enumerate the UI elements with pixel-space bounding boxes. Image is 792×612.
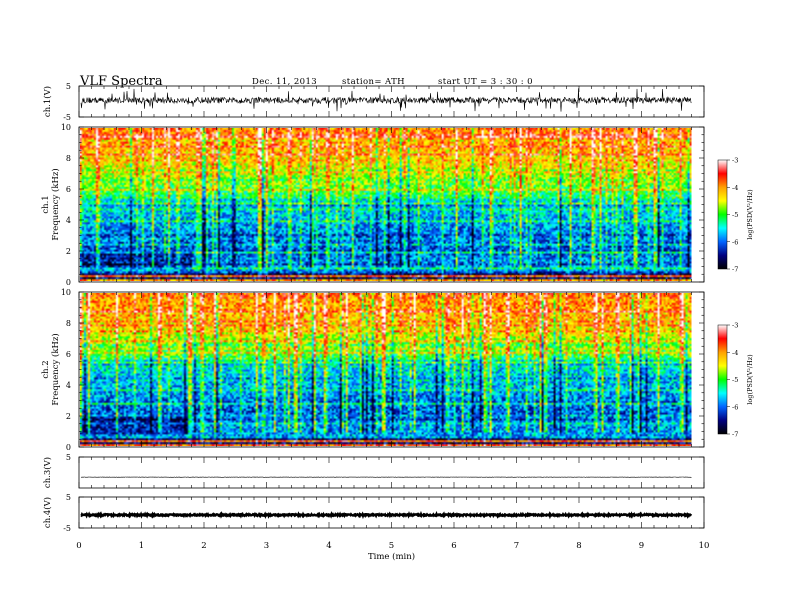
- ch1-heatmap-channel-label: ch.1: [41, 195, 51, 213]
- x-tick-label: 0: [76, 541, 81, 551]
- y-tick-label: 10: [61, 123, 71, 132]
- chart-title: VLF Spectra: [80, 74, 163, 89]
- x-tick-label: 1: [139, 541, 144, 551]
- colorbar-tick-label: -5: [732, 211, 738, 219]
- y-tick-label: 0: [66, 443, 71, 452]
- x-tick-label: 10: [699, 541, 710, 551]
- x-axis: 0 1 2 3 4 5 6 7 8 9 10 Time (min): [76, 541, 709, 562]
- colorbar-tick-label: -6: [732, 403, 738, 411]
- date-label: Dec. 11, 2013: [252, 77, 318, 87]
- x-tick-label: 9: [639, 541, 644, 551]
- ch3-waveform-panel: 5 ch.3(V): [42, 453, 705, 489]
- ch3-waveform-y-axis-label: ch.3(V): [42, 457, 53, 488]
- colorbar-tick-label: -5: [732, 376, 738, 384]
- y-tick-label: 5: [66, 82, 71, 91]
- colorbar-tick-label: -7: [732, 431, 738, 439]
- ch1-waveform-panel: 5 -5 ch.1(V): [42, 82, 705, 122]
- colorbar-tick-label: -4: [732, 184, 738, 192]
- colorbar-tick-label: -3: [732, 322, 738, 330]
- y-tick-label: 5: [66, 453, 71, 462]
- y-tick-label: 2: [66, 247, 71, 256]
- ch1-heatmap-colorbar: [717, 159, 728, 270]
- x-tick-label: 6: [451, 541, 456, 551]
- colorbar-tick-label: -4: [732, 349, 738, 357]
- colorbar-tick-label: -6: [732, 238, 738, 246]
- ch2-heatmap-colorbar-label: log(PSD(V²/Hz): [746, 354, 754, 405]
- y-tick-label: 4: [66, 381, 71, 390]
- y-tick-label: 8: [66, 319, 71, 328]
- colorbar-tick-label: -3: [732, 157, 738, 165]
- colorbar-tick-label: -7: [732, 266, 738, 274]
- x-tick-label: 3: [264, 541, 269, 551]
- y-tick-label: 0: [66, 278, 71, 287]
- ch2-heatmap-colorbar: [717, 324, 728, 435]
- y-tick-label: 2: [66, 412, 71, 421]
- ch1-waveform-y-axis-label: ch.1(V): [42, 86, 53, 117]
- x-tick-label: 2: [201, 541, 206, 551]
- ch2-heatmap-panel: 0 2 4 6 8 10 ch.2 Frequency (kHz) -3 -4 -5 -6 -7 log(…: [41, 288, 754, 452]
- y-tick-label: 6: [66, 185, 71, 194]
- x-tick-label: 4: [326, 541, 331, 551]
- x-tick-label: 8: [576, 541, 581, 551]
- ch4-waveform-series-line: [80, 510, 693, 520]
- y-tick-label: 10: [61, 288, 71, 297]
- ch1-waveform-series-line: [80, 88, 692, 112]
- ch2-heatmap-y-axis-label: Frequency (kHz): [50, 333, 61, 405]
- y-tick-label: 6: [66, 350, 71, 359]
- ch1-heatmap-panel: 0 2 4 6 8 10 ch.1 Frequency (kHz) -3 -4 -5 -6 -7 log(…: [41, 123, 754, 287]
- ch4-waveform-panel: 5 -5 ch.4(V): [42, 493, 705, 533]
- y-tick-label: -5: [63, 113, 71, 122]
- ch4-waveform-y-axis-label: ch.4(V): [42, 497, 53, 528]
- y-tick-label: 8: [66, 154, 71, 163]
- y-tick-label: 5: [66, 493, 71, 502]
- y-tick-label: 4: [66, 216, 71, 225]
- y-tick-label: -5: [63, 524, 71, 533]
- x-tick-label: 7: [514, 541, 519, 551]
- x-tick-label: 5: [389, 541, 394, 551]
- ch1-heatmap-spectrogram: [80, 128, 692, 281]
- station-label: station= ATH: [342, 77, 405, 87]
- x-axis-label: Time (min): [368, 551, 415, 562]
- start-time-label: start UT = 3 : 30 : 0: [438, 77, 533, 87]
- ch2-heatmap-spectrogram: [80, 293, 692, 446]
- ch2-heatmap-channel-label: ch.2: [41, 360, 51, 378]
- ch1-heatmap-colorbar-label: log(PSD(V²/Hz): [746, 189, 754, 240]
- ch1-heatmap-y-axis-label: Frequency (kHz): [50, 168, 61, 240]
